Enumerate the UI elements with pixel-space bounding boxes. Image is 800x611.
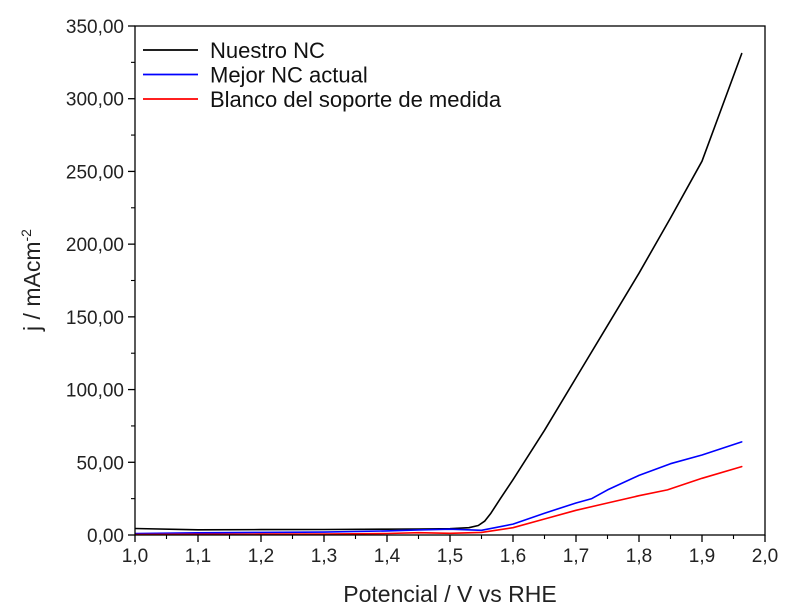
x-tick-label: 1,1 <box>185 546 211 567</box>
y-tick-label: 50,00 <box>76 453 124 474</box>
series-line-1 <box>135 441 743 535</box>
x-tick-label: 1,4 <box>374 546 401 567</box>
x-tick-label: 1,0 <box>122 546 148 567</box>
x-tick-label: 2,0 <box>752 546 778 567</box>
y-tick-label: 150,00 <box>66 308 124 329</box>
y-tick-label: 250,00 <box>66 162 124 183</box>
series-layer <box>135 52 743 535</box>
legend-label-1: Mejor NC actual <box>210 63 368 88</box>
series-line-0 <box>135 52 743 531</box>
x-tick-label: 1,2 <box>248 546 274 567</box>
x-tick-label: 1,3 <box>311 546 337 567</box>
y-axis-title-main: j / mAcm <box>19 242 45 332</box>
x-tick-label: 1,6 <box>500 546 526 567</box>
y-axis-title-superscript: -2 <box>18 229 34 242</box>
x-tick-label: 1,7 <box>563 546 589 567</box>
series-line-2 <box>135 465 743 535</box>
x-tick-label: 1,9 <box>689 546 715 567</box>
y-axis-title: j / mAcm-2 <box>18 229 45 332</box>
y-tick-label: 100,00 <box>66 381 124 402</box>
y-tick-label: 0,00 <box>87 526 124 547</box>
plot-frame <box>134 25 766 536</box>
ticks-layer: 1,0 1,1 1,2 1,3 1,4 1,5 1,6 1,7 1,8 1,9 2,0 0,00 50,… <box>66 17 778 567</box>
legend-label-0: Nuestro NC <box>210 38 325 63</box>
x-tick-label: 1,5 <box>437 546 463 567</box>
y-tick-label: 300,00 <box>66 90 124 111</box>
legend-label-2: Blanco del soporte de medida <box>210 87 502 112</box>
x-axis-title: Potencial / V vs RHE <box>343 581 556 607</box>
x-tick-label: 1,8 <box>626 546 652 567</box>
y-tick-label: 350,00 <box>66 17 124 38</box>
y-tick-label: 200,00 <box>66 235 124 256</box>
